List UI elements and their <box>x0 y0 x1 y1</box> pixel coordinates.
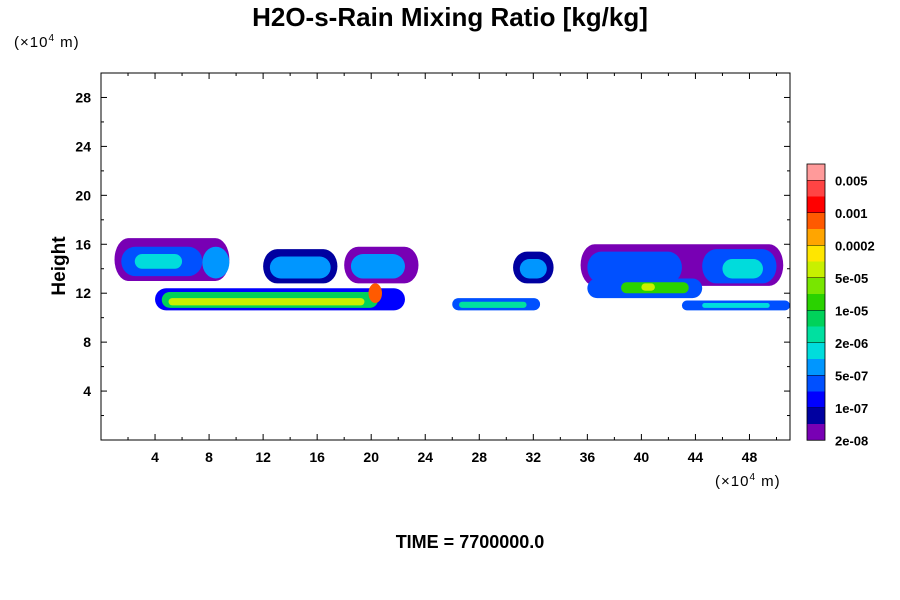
x-axis-unit: (×104 m) <box>715 472 781 490</box>
colorbar-swatch-11 <box>807 342 825 359</box>
colorbar-swatch-14 <box>807 391 825 408</box>
colorbar-swatch-10 <box>807 326 825 343</box>
time-label: TIME = 7700000.0 <box>395 532 545 552</box>
colorbar-label-7: 1e-07 <box>835 401 868 416</box>
colorbar-swatch-4 <box>807 229 825 246</box>
data-region-lower-layer-left-yellow <box>168 298 365 306</box>
data-region-upper-layer-mid3-core <box>519 258 547 279</box>
x-tick-label-24: 24 <box>417 449 433 465</box>
data-region-upper-layer-mid1-core <box>269 256 331 279</box>
y-tick-label-12: 12 <box>75 285 91 301</box>
colorbar-label-8: 2e-08 <box>835 433 868 448</box>
colorbar-label-5: 2e-06 <box>835 336 868 351</box>
x-tick-label-32: 32 <box>526 449 542 465</box>
colorbar-swatch-6 <box>807 261 825 278</box>
data-region-upper-layer-left-b <box>202 246 230 279</box>
colorbar-label-2: 0.0002 <box>835 238 875 253</box>
y-tick-label-8: 8 <box>83 334 91 350</box>
colorbar-swatch-2 <box>807 196 825 213</box>
data-region-lower-layer-mid-core <box>459 301 527 308</box>
colorbar-label-6: 5e-07 <box>835 368 868 383</box>
x-tick-label-8: 8 <box>205 449 213 465</box>
colorbar-label-0: 0.005 <box>835 173 868 188</box>
y-unit-base: (×10 <box>14 34 49 51</box>
data-region-upper-layer-right-a <box>587 251 682 284</box>
x-unit-exponent: 4 <box>749 472 757 483</box>
x-tick-label-4: 4 <box>151 449 159 465</box>
data-region-lower-layer-right-peak <box>641 283 655 291</box>
data-region-upper-layer-mid2-core <box>350 254 405 279</box>
colorbar-swatch-15 <box>807 407 825 424</box>
x-tick-label-28: 28 <box>471 449 487 465</box>
chart-title: H2O-s-Rain Mixing Ratio [kg/kg] <box>252 2 648 32</box>
x-tick-label-12: 12 <box>255 449 271 465</box>
colorbar-swatch-12 <box>807 359 825 376</box>
data-region-upper-layer-right-core <box>722 258 763 279</box>
colorbar-label-3: 5e-05 <box>835 271 868 286</box>
x-tick-label-20: 20 <box>363 449 379 465</box>
y-axis-unit: (×104 m) <box>14 33 80 51</box>
x-tick-label-36: 36 <box>580 449 596 465</box>
colorbar-swatch-9 <box>807 310 825 327</box>
colorbar-swatch-13 <box>807 375 825 392</box>
x-unit-base: (×10 <box>715 473 750 490</box>
colorbar-swatch-3 <box>807 212 825 229</box>
plot-frame <box>100 72 791 441</box>
y-tick-label-4: 4 <box>83 383 91 399</box>
data-region-lower-layer-right-a-core <box>621 282 689 294</box>
data-region-upper-layer-left-core <box>134 254 183 269</box>
x-tick-label-16: 16 <box>309 449 325 465</box>
y-unit-tail: m) <box>55 34 80 51</box>
x-tick-label-44: 44 <box>688 449 704 465</box>
colorbar-swatch-8 <box>807 294 825 311</box>
y-tick-label-24: 24 <box>75 138 91 154</box>
colorbar-swatch-1 <box>807 180 825 197</box>
data-region-lower-layer-left-peak <box>368 283 383 303</box>
colorbar-label-4: 1e-05 <box>835 303 868 318</box>
y-unit-exponent: 4 <box>48 33 56 44</box>
x-tick-label-48: 48 <box>742 449 758 465</box>
data-region-lower-layer-right-b-core <box>702 302 770 308</box>
y-tick-label-20: 20 <box>75 187 91 203</box>
colorbar-swatch-7 <box>807 277 825 294</box>
x-unit-tail: m) <box>756 473 781 490</box>
colorbar-swatch-0 <box>807 164 825 181</box>
colorbar-swatch-5 <box>807 245 825 262</box>
x-tick-label-40: 40 <box>634 449 650 465</box>
colorbar-swatch-16 <box>807 424 825 441</box>
y-tick-label-28: 28 <box>75 89 91 105</box>
colorbar-label-1: 0.001 <box>835 206 868 221</box>
y-tick-label-16: 16 <box>75 236 91 252</box>
